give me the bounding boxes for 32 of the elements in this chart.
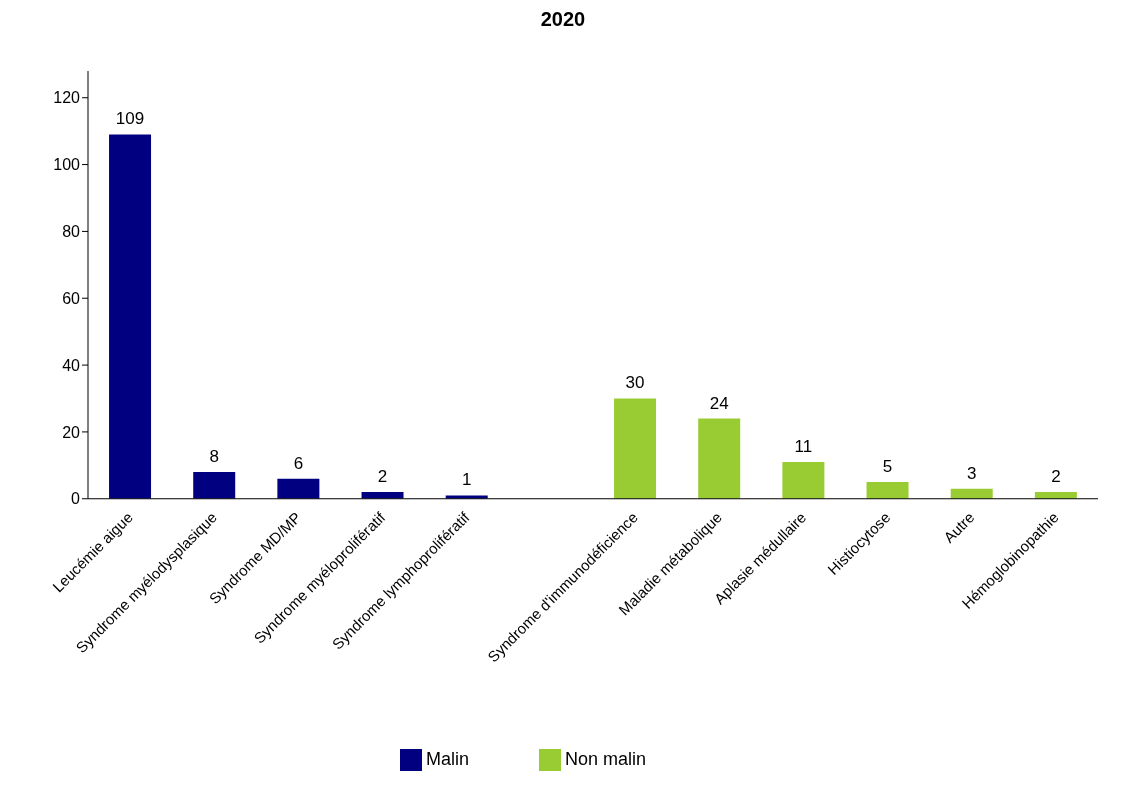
data-label: 1 [461,470,472,490]
y-tick-label: 120 [53,89,81,107]
legend-label: Malin [425,748,469,769]
bar [361,492,404,499]
y-tick-label: 40 [62,356,81,374]
data-label: 8 [209,447,219,467]
data-label: 109 [115,109,145,129]
bar [445,495,488,499]
bar [1034,492,1077,499]
data-label: 11 [794,436,813,456]
y-tick-label: 100 [53,156,81,174]
data-label: 5 [882,457,893,477]
data-label: 2 [1051,467,1061,487]
data-label: 24 [709,393,729,413]
bar [614,398,657,499]
bar [698,418,741,499]
bar [277,478,320,499]
bar [782,461,825,499]
bar [193,472,236,499]
y-tick-label: 60 [62,289,81,307]
legend-label: Non malin [564,748,647,769]
data-label: 30 [625,373,645,393]
data-label: 3 [966,463,977,483]
y-tick-label: 20 [62,423,81,441]
y-tick-label: 80 [62,223,81,241]
chart-title: 2020 [539,8,587,31]
bar [950,488,993,499]
data-label: 2 [377,467,388,487]
data-label: 6 [293,453,304,473]
bar [109,134,152,499]
y-tick-label: 0 [71,490,81,508]
bar [866,482,909,499]
